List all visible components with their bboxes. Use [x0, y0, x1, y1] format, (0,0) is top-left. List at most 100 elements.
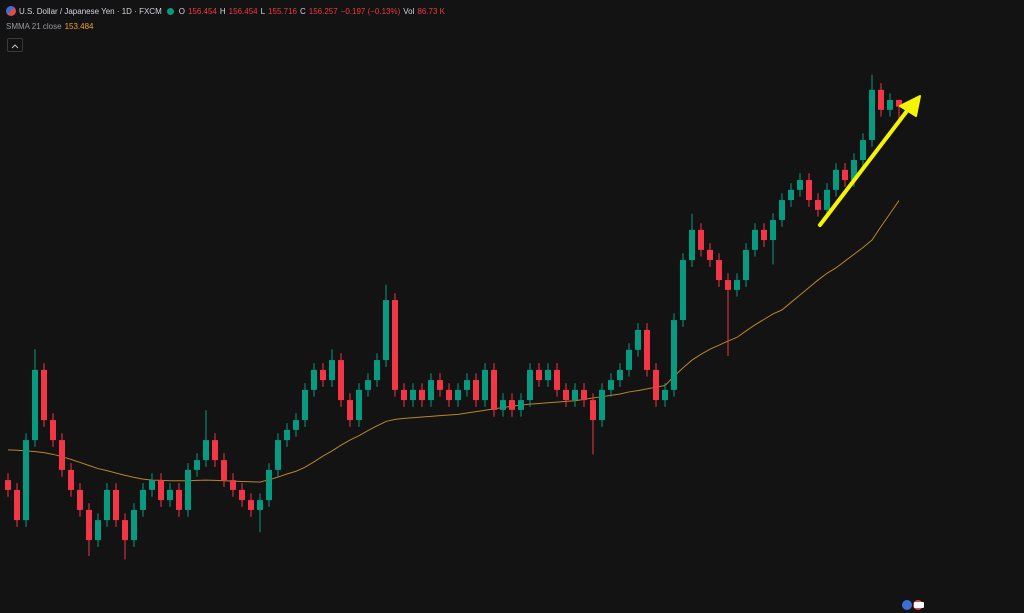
- candle-body: [410, 389, 416, 401]
- ohlc-label: H: [219, 6, 226, 16]
- candle-body: [617, 369, 623, 381]
- candle-body: [698, 229, 704, 250]
- candle-body: [392, 300, 398, 390]
- ohlc-value: 155.716: [268, 6, 297, 16]
- arrow-shaft: [818, 105, 912, 227]
- candle-body: [500, 400, 506, 410]
- candle-body: [770, 220, 776, 241]
- plot-area: [5, 74, 902, 560]
- candle-body: [14, 489, 20, 521]
- candle-body: [5, 480, 11, 490]
- volume-value: 86.73 K: [417, 6, 445, 16]
- candle-body: [23, 440, 29, 521]
- candle-body: [761, 229, 767, 241]
- candle-body: [302, 389, 308, 421]
- candle-body: [473, 380, 479, 401]
- bottom-icons: [902, 600, 924, 610]
- candle-body: [464, 380, 470, 390]
- candle-body: [518, 400, 524, 410]
- candle-body: [896, 99, 902, 107]
- candle-body: [77, 489, 83, 510]
- candle-body: [248, 500, 254, 510]
- change-value: −0.197 (−0.13%): [340, 6, 401, 16]
- indicator-label[interactable]: SMMA 21 close: [6, 22, 62, 31]
- volume-label: Vol: [403, 6, 415, 16]
- candle-body: [509, 400, 515, 410]
- symbol-legend: U.S. Dollar / Japanese Yen · 1D · FXCM O…: [6, 6, 445, 16]
- candle-body: [59, 440, 65, 470]
- candle-body: [275, 440, 281, 470]
- candle-body: [320, 369, 326, 381]
- market-status: [166, 7, 174, 15]
- candle-body: [50, 420, 56, 441]
- ohlc-label: C: [299, 6, 306, 16]
- candle-body: [212, 440, 218, 461]
- candle-body: [671, 320, 677, 390]
- candle-body: [833, 169, 839, 190]
- candle-body: [257, 500, 263, 510]
- ohlc-value: 156.454: [228, 6, 258, 16]
- candle-body: [680, 260, 686, 321]
- candle-body: [734, 280, 740, 290]
- candle-body: [122, 520, 128, 541]
- candle-body: [851, 160, 857, 181]
- candle-body: [158, 480, 164, 501]
- candle-body: [428, 380, 434, 401]
- collapse-button[interactable]: [7, 38, 23, 52]
- candle-body: [140, 489, 146, 510]
- candle-body: [284, 429, 290, 441]
- candle-body: [545, 369, 551, 381]
- candle-body: [635, 329, 641, 350]
- candle-body: [68, 469, 74, 490]
- candle-body: [32, 369, 38, 441]
- candle-body: [644, 329, 650, 370]
- candle-body: [797, 180, 803, 190]
- candle-body: [581, 389, 587, 401]
- candle-body: [842, 169, 848, 181]
- candle-body: [572, 389, 578, 401]
- candle-body: [662, 389, 668, 401]
- candle-body: [338, 360, 344, 401]
- candle-body: [752, 229, 758, 250]
- candle-body: [311, 369, 317, 390]
- candle-body: [554, 369, 560, 390]
- candle-body: [383, 300, 389, 361]
- candle-body: [374, 360, 380, 381]
- candle-body: [869, 89, 875, 141]
- indicator-legend: SMMA 21 close 153.484: [6, 22, 94, 31]
- candle-body: [725, 280, 731, 290]
- candle-body: [86, 509, 92, 541]
- candle-body: [113, 489, 119, 521]
- candle-body: [41, 369, 47, 421]
- candle-body: [743, 249, 749, 281]
- ohlc-value: 156.454: [187, 6, 217, 16]
- candle-body: [599, 389, 605, 421]
- candle-body: [878, 89, 884, 110]
- ohlc-label: L: [260, 6, 266, 16]
- candle-body: [482, 369, 488, 401]
- ohlc-value: 156.257: [308, 6, 338, 16]
- candle-body: [176, 489, 182, 510]
- candle-body: [824, 189, 830, 210]
- candle-body: [437, 380, 443, 390]
- candle-body: [446, 389, 452, 401]
- candle-body: [563, 389, 569, 401]
- candle-body: [230, 480, 236, 490]
- candle-body: [608, 380, 614, 390]
- candle-body: [455, 389, 461, 401]
- candle-body: [491, 369, 497, 410]
- candle-body: [221, 460, 227, 481]
- icon: [914, 602, 924, 608]
- candle-body: [788, 189, 794, 201]
- candle-body: [527, 369, 533, 401]
- ohlc-label: O: [178, 6, 185, 16]
- symbol-icon: [6, 6, 16, 16]
- candle-body: [104, 489, 110, 521]
- candle-body: [356, 389, 362, 421]
- candle-body: [131, 509, 137, 541]
- candle-body: [806, 180, 812, 201]
- symbol-title: U.S. Dollar / Japanese Yen · 1D · FXCM: [19, 6, 162, 16]
- candle-body: [716, 260, 722, 281]
